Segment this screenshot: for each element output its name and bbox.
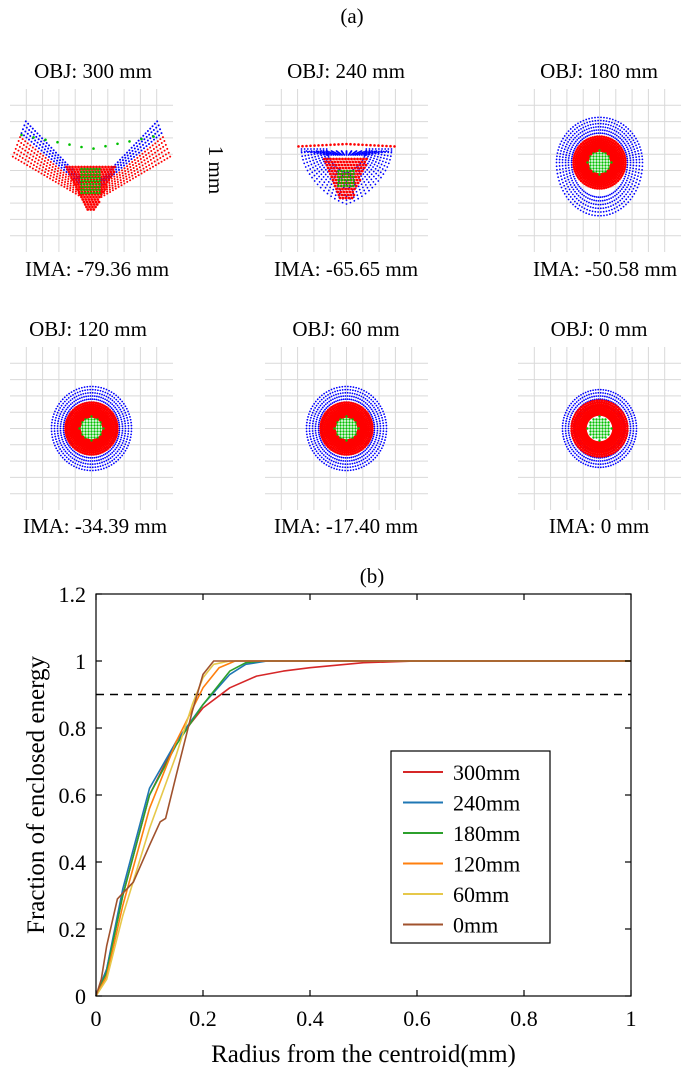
spot-diagram-panel-6: [518, 347, 681, 510]
y-tick-label: 0: [75, 984, 86, 1009]
legend-label-180mm: 180mm: [453, 821, 520, 846]
x-tick-label: 0: [91, 1006, 102, 1031]
panel-6-obj-title: OBJ: 0 mm: [550, 317, 648, 341]
legend-label-0mm: 0mm: [453, 913, 498, 938]
x-tick-label: 0.8: [510, 1006, 538, 1031]
x-tick-label: 1: [626, 1006, 637, 1031]
x-axis-label: Radius from the centroid(mm): [211, 1041, 516, 1068]
y-tick-label: 1.2: [59, 582, 87, 607]
legend-label-120mm: 120mm: [453, 852, 520, 877]
legend: 300mm 240mm 180mm 120mm 60mm 0mm: [390, 750, 551, 944]
series-line-180mm: [95, 660, 631, 997]
spot-points: [305, 385, 388, 472]
part-a-label: (a): [340, 4, 364, 28]
spot-diagram-panel-4: [10, 347, 173, 510]
panel-grid: [265, 89, 428, 252]
series-line-120mm: [95, 660, 631, 997]
y-tick-label: 1: [75, 649, 86, 674]
x-tick-label: 0.4: [296, 1006, 324, 1031]
legend-box: [390, 750, 551, 944]
y-tick-label: 0.2: [59, 917, 87, 942]
panel-3-obj-title: OBJ: 180 mm: [540, 59, 658, 83]
series-line-300mm: [95, 660, 631, 997]
spot-points: [11, 120, 172, 211]
legend-label-240mm: 240mm: [453, 791, 520, 816]
spot-points: [561, 388, 638, 469]
panel-1-obj-title: OBJ: 300 mm: [34, 59, 152, 83]
panel-grid: [518, 347, 681, 510]
panel-3-ima-label: IMA: -50.58 mm: [532, 257, 678, 281]
panel-1-ima-label: IMA: -79.36 mm: [24, 257, 170, 281]
spot-points: [555, 116, 644, 217]
spot-points: [297, 142, 396, 205]
series-line-240mm: [95, 660, 631, 997]
enclosed-energy-chart: 0 0.2 0.4 0.6 0.8 1 0 0.2 0.4 0.6 0.8 1 1.2 Radius f…: [23, 582, 637, 1068]
y-axis-label: Fraction of enclosed energy: [23, 656, 50, 934]
legend-label-60mm: 60mm: [453, 882, 509, 907]
x-tick-label: 0.6: [403, 1006, 431, 1031]
panel-6-ima-label: IMA: 0 mm: [548, 514, 650, 538]
panel-5-ima-label: IMA: -17.40 mm: [273, 514, 419, 538]
panel-5-obj-title: OBJ: 60 mm: [292, 317, 400, 341]
panel-grid: [10, 89, 173, 252]
x-tick-label: 0.2: [189, 1006, 217, 1031]
panel-2-obj-title: OBJ: 240 mm: [287, 59, 405, 83]
series-line-60mm: [95, 660, 631, 997]
y-tick-label: 0.4: [59, 850, 87, 875]
y-tick-label: 0.8: [59, 716, 87, 741]
plot-frame: [95, 593, 632, 997]
panel-4-ima-label: IMA: -34.39 mm: [22, 514, 168, 538]
legend-label-300mm: 300mm: [453, 760, 520, 785]
panel-2-ima-label: IMA: -65.65 mm: [273, 257, 419, 281]
panel-4-obj-title: OBJ: 120 mm: [29, 317, 147, 341]
spot-diagram-panel-2: [265, 89, 428, 252]
spot-diagram-panel-1: [10, 89, 173, 252]
part-b-label: (b): [359, 564, 385, 588]
series-line-0mm: [95, 660, 631, 997]
spot-diagram-panel-3: [518, 89, 681, 252]
spot-diagram-panel-5: [265, 347, 428, 510]
y-tick-label: 0.6: [59, 783, 87, 808]
scale-label: 1 mm: [204, 145, 229, 195]
spot-points: [50, 385, 133, 472]
